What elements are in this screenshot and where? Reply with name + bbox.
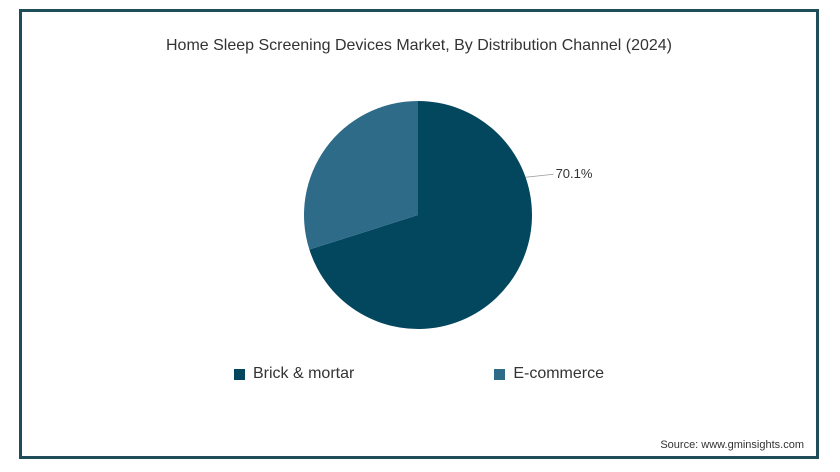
legend-label-brick-mortar: Brick & mortar [252, 365, 355, 382]
legend-swatch-e-commerce [494, 368, 506, 380]
legend-label-e-commerce: E-commerce [513, 365, 605, 382]
legend: Brick & mortar E-commerce [22, 365, 816, 383]
legend-item-e-commerce: E-commerce [494, 365, 604, 383]
data-label-leader-brick-mortar [525, 173, 554, 178]
legend-swatch-brick-mortar [233, 368, 245, 380]
data-label-brick-mortar: 70.1% [556, 166, 593, 181]
source-note: Source: www.gminsights.com [660, 439, 804, 451]
pie-chart: 70.1% [303, 101, 593, 330]
legend-item-brick-mortar: Brick & mortar [233, 365, 355, 383]
pie-slice-brick-mortar [309, 101, 532, 330]
chart-title: Home Sleep Screening Devices Market, By … [165, 37, 672, 54]
pie-slice-e-commerce [303, 101, 418, 250]
chart-frame: Home Sleep Screening Devices Market, By … [19, 9, 819, 459]
